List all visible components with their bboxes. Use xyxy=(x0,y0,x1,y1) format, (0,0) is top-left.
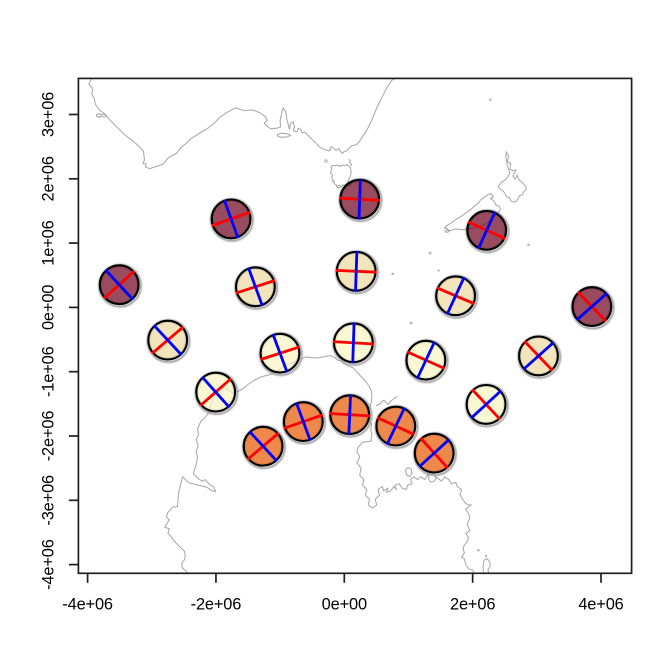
svg-text:2e+06: 2e+06 xyxy=(39,156,57,201)
svg-text:1e+06: 1e+06 xyxy=(39,220,57,265)
svg-text:-2e+06: -2e+06 xyxy=(191,595,242,613)
svg-text:-4e+06: -4e+06 xyxy=(39,539,57,590)
svg-text:-3e+06: -3e+06 xyxy=(39,475,57,526)
svg-text:3e+06: 3e+06 xyxy=(39,92,57,137)
svg-text:0e+00: 0e+00 xyxy=(322,595,367,613)
svg-text:4e+06: 4e+06 xyxy=(578,595,623,613)
svg-text:2e+06: 2e+06 xyxy=(450,595,495,613)
svg-text:0e+00: 0e+00 xyxy=(39,285,57,330)
svg-text:-4e+06: -4e+06 xyxy=(62,595,113,613)
svg-text:-1e+06: -1e+06 xyxy=(39,346,57,397)
svg-text:-2e+06: -2e+06 xyxy=(39,411,57,462)
